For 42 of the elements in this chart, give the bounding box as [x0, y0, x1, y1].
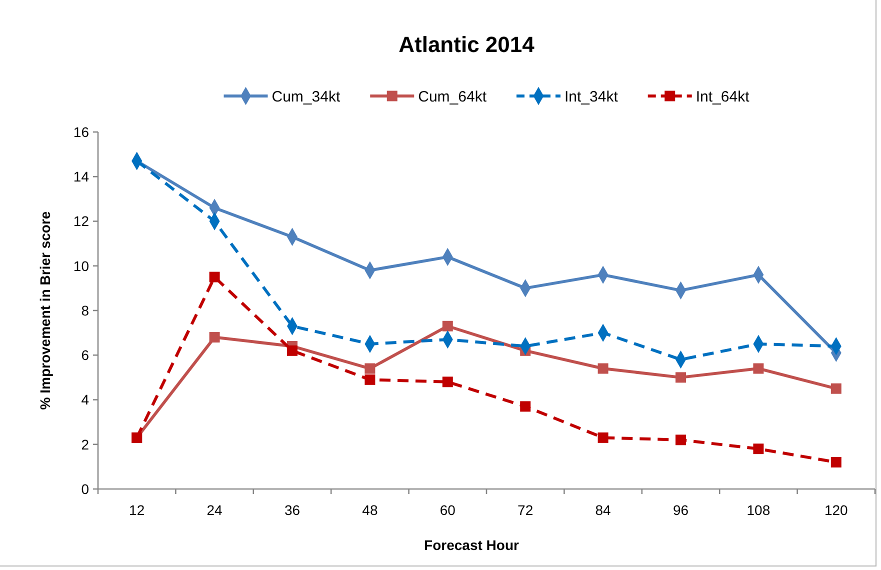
point — [442, 320, 453, 332]
point — [753, 444, 764, 454]
legend-label: Int_64kt — [696, 88, 750, 106]
point — [830, 383, 842, 394]
point — [598, 432, 608, 443]
y-tick-label: 4 — [81, 392, 90, 408]
y-tick-label: 6 — [81, 347, 90, 364]
x-tick-label: 108 — [746, 502, 770, 518]
y-tick-label: 10 — [73, 258, 90, 274]
point — [520, 401, 531, 412]
point — [209, 332, 220, 343]
x-tick-label: 24 — [206, 502, 223, 518]
x-axis-title: Forecast Hour — [424, 537, 520, 553]
y-tick-label: 14 — [73, 168, 90, 185]
point — [676, 372, 686, 383]
point — [753, 363, 764, 374]
y-tick-label: 16 — [73, 124, 90, 140]
x-tick-label: 120 — [824, 502, 848, 518]
y-axis-title: % Improvement in Brier score — [37, 211, 53, 410]
x-tick-label: 36 — [284, 502, 300, 518]
point — [364, 374, 376, 385]
y-tick-label: 2 — [81, 436, 90, 452]
point — [209, 272, 220, 282]
x-tick-label: 72 — [518, 502, 534, 518]
point — [442, 376, 453, 388]
y-tick-label: 12 — [73, 213, 90, 230]
chart-title: Atlantic 2014 — [398, 32, 536, 57]
y-tick-label: 8 — [81, 302, 90, 318]
legend-label: Cum_64kt — [418, 88, 488, 106]
x-tick-label: 48 — [362, 502, 378, 518]
y-tick-label: 0 — [81, 480, 90, 497]
x-tick-label: 96 — [672, 502, 689, 518]
x-tick-label: 60 — [440, 502, 456, 518]
x-tick-label: 12 — [129, 502, 145, 518]
point — [830, 456, 842, 468]
point — [364, 363, 376, 374]
legend-label: Int_34kt — [564, 88, 619, 106]
x-tick-label: 84 — [595, 502, 612, 518]
point — [287, 345, 298, 356]
legend-label: Cum_34kt — [272, 88, 341, 106]
point — [598, 363, 608, 374]
point — [676, 434, 686, 446]
